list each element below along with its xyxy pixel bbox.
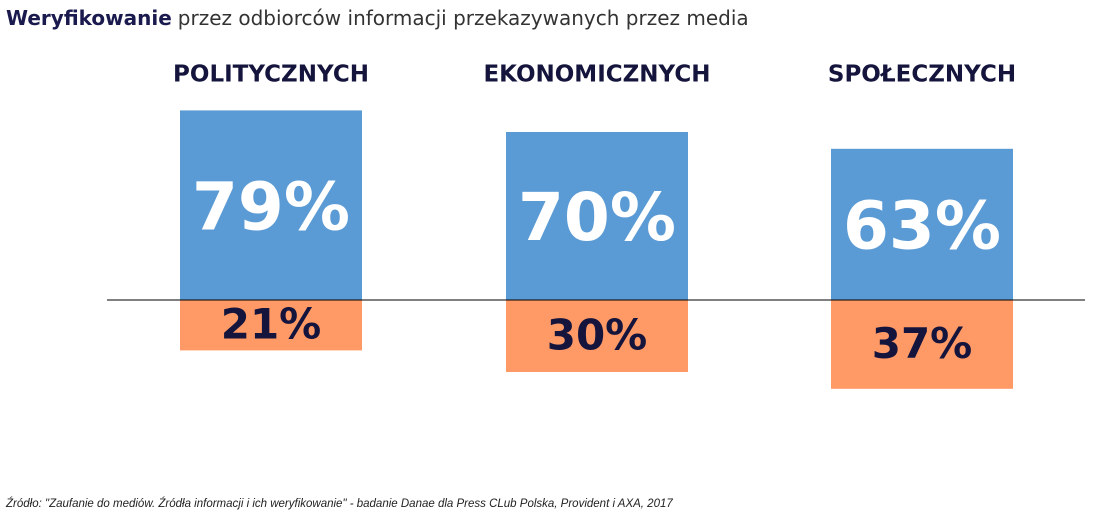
bar (831, 300, 1013, 389)
value-label: 21% (221, 300, 322, 349)
bar (506, 132, 688, 300)
bar (831, 148, 1013, 300)
title-rest: przez odbiorców informacji przekazywanyc… (178, 6, 749, 30)
bar (180, 300, 362, 351)
bar (506, 300, 688, 372)
category-label: SPOŁECZNYCH (828, 62, 1016, 88)
bar (180, 110, 362, 301)
chart-title: Weryfikowanie przez odbiorców informacji … (6, 6, 749, 30)
category-label: POLITYCZNYCH (173, 62, 369, 88)
category-label: EKONOMICZNYCH (483, 62, 710, 88)
value-label: 30% (547, 311, 648, 360)
value-label: 63% (843, 187, 1001, 264)
title-bold: Weryfikowanie (6, 6, 172, 30)
value-label: 70% (518, 179, 676, 256)
value-label: 37% (872, 319, 973, 368)
source-note: Źródło: "Zaufanie do mediów. Źródła info… (5, 497, 673, 510)
value-label: 79% (192, 168, 350, 245)
